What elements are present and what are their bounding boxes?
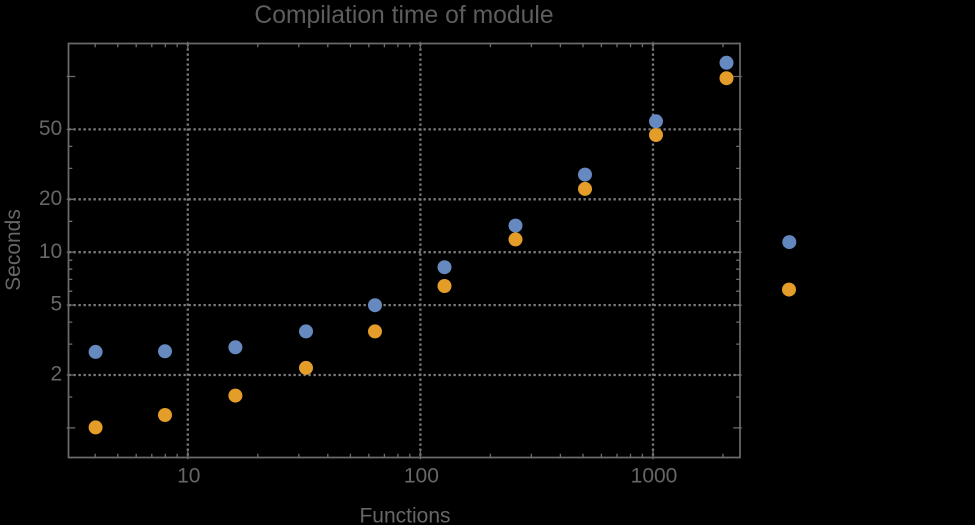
svg-text:Seconds: Seconds (2, 209, 25, 291)
svg-text:1000: 1000 (631, 465, 678, 488)
svg-text:Compilation time of module: Compilation time of module (254, 2, 553, 29)
svg-text:10: 10 (177, 465, 200, 488)
svg-text:20: 20 (39, 187, 62, 210)
svg-text:10: 10 (39, 240, 62, 263)
svg-text:100: 100 (404, 465, 439, 488)
svg-text:2: 2 (51, 363, 63, 386)
svg-text:50: 50 (39, 117, 62, 140)
svg-text:5: 5 (51, 293, 63, 316)
svg-text:Functions: Functions (359, 504, 450, 525)
